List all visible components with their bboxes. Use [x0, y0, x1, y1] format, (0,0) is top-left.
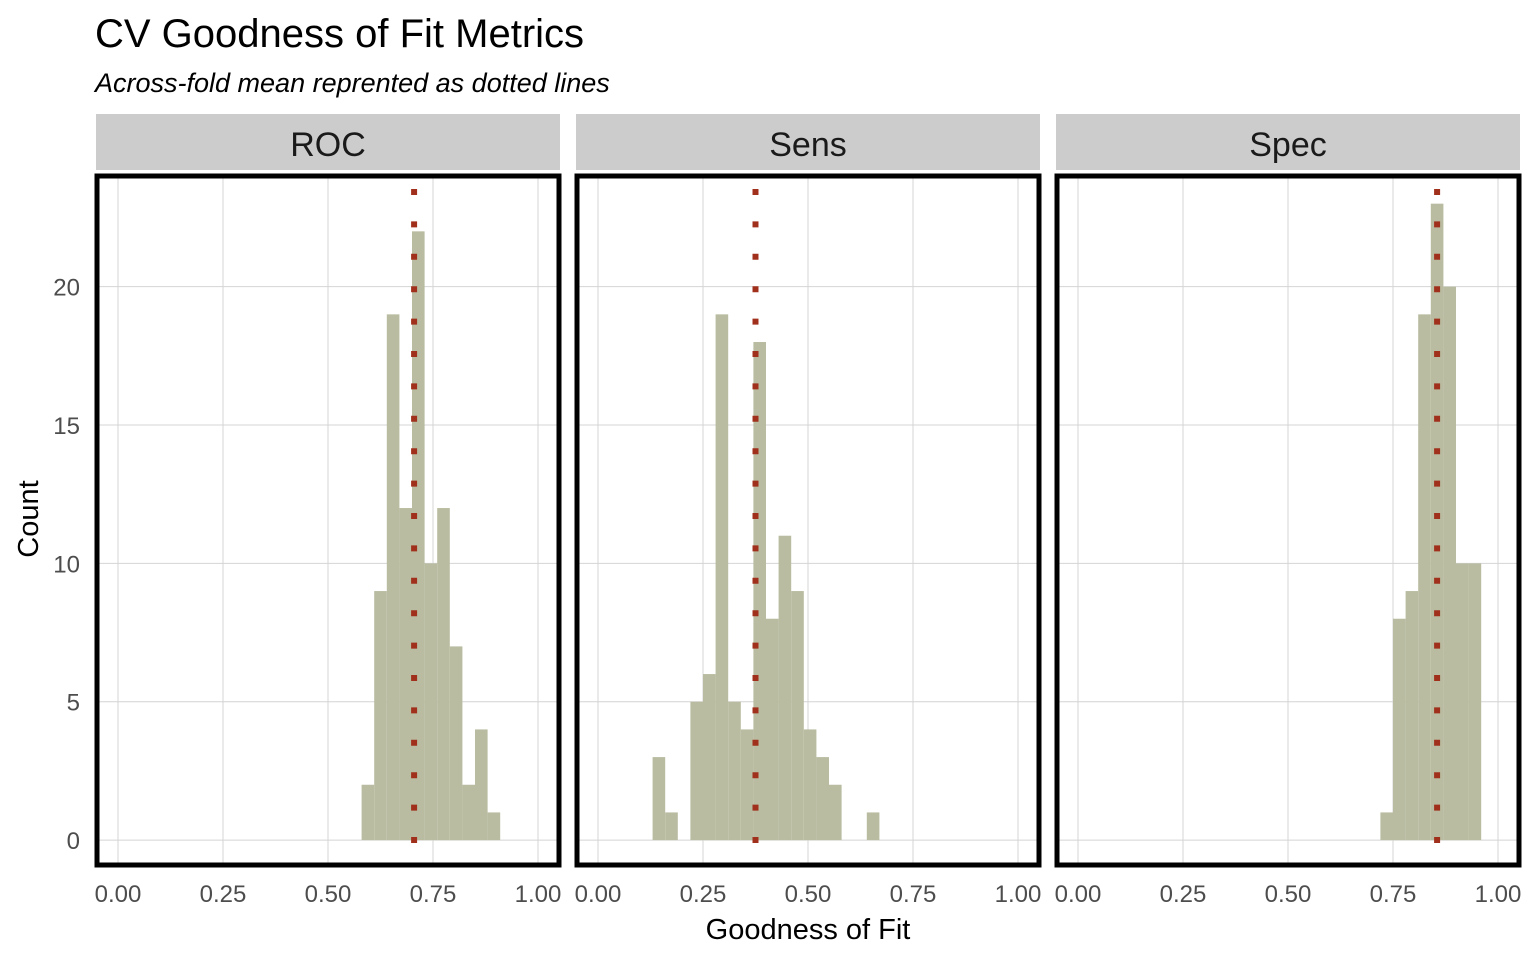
panel-frame: [1054, 173, 1522, 868]
facet-strip: [576, 114, 1040, 170]
x-tick-label: 0.50: [305, 881, 352, 908]
y-tick-label: 20: [53, 275, 80, 302]
histogram-bar: [424, 563, 438, 841]
histogram-bar: [1405, 591, 1419, 841]
histogram-bar: [1380, 812, 1393, 841]
panel-frame: [574, 173, 1042, 868]
histogram-bar: [715, 314, 729, 841]
histogram-bar: [1468, 563, 1482, 841]
x-tick-label: 0.75: [890, 881, 937, 908]
x-tick-label: 1.00: [995, 881, 1042, 908]
histogram-bar: [791, 591, 804, 841]
histogram-bar: [665, 812, 678, 841]
panel-frame: [94, 173, 562, 868]
y-axis-title: Count: [13, 480, 45, 557]
chart-title: CV Goodness of Fit Metrics: [95, 12, 584, 56]
histogram-bar: [386, 314, 400, 841]
histogram-bar: [399, 508, 412, 841]
histogram-bar: [740, 729, 754, 841]
histogram-bar: [778, 535, 792, 841]
y-tick-label: 10: [53, 551, 80, 578]
x-axis-title: Goodness of Fit: [706, 914, 911, 946]
x-tick-label: 0.50: [785, 881, 832, 908]
y-tick-label: 5: [67, 690, 80, 717]
facet-strip: [96, 114, 560, 170]
histogram-bar: [829, 784, 842, 841]
histogram-bar: [1418, 314, 1431, 841]
histogram-bar: [487, 812, 501, 841]
y-axis-ticks: 0 5 10 15 20: [53, 275, 80, 855]
histogram-bar: [803, 729, 817, 841]
histogram-bar: [361, 784, 375, 841]
x-tick-label: 1.00: [1475, 881, 1522, 908]
facet-panel-roc: ROC 0.00 0.25 0.50 0.75 1.00: [94, 114, 562, 908]
histogram-bar: [690, 701, 703, 841]
chart-subtitle: Across-fold mean reprented as dotted lin…: [93, 68, 610, 98]
x-tick-label: 0.00: [1055, 881, 1102, 908]
y-tick-label: 15: [53, 413, 80, 440]
histogram-bar: [449, 646, 463, 841]
histogram-bar: [866, 812, 880, 841]
facet-panel-spec: Spec 0.00 0.25 0.50 0.75 1.00: [1054, 114, 1522, 908]
histogram-bar: [1456, 563, 1469, 841]
x-tick-label: 1.00: [515, 881, 562, 908]
histogram-bar: [1430, 203, 1444, 841]
histogram-bar: [652, 757, 666, 841]
x-tick-label: 0.00: [575, 881, 622, 908]
histogram-bar: [728, 701, 741, 841]
histogram-bar: [816, 757, 829, 841]
histogram-bar: [475, 729, 488, 841]
histogram-bar: [753, 342, 766, 841]
histogram-bar: [703, 674, 716, 841]
y-tick-label: 0: [67, 828, 80, 855]
histogram-bar: [437, 508, 450, 841]
facet-panels: ROC 0.00 0.25 0.50 0.75 1.00 Sens 0.00 0.25 0.50 0…: [94, 114, 1522, 908]
histogram-bar: [1443, 286, 1456, 841]
x-tick-label: 0.75: [1370, 881, 1417, 908]
histogram-bar: [374, 591, 387, 841]
facet-strip-label: Sens: [769, 126, 847, 164]
facet-strip-label: ROC: [290, 126, 366, 164]
histogram-bar: [766, 618, 779, 841]
histogram-bar: [1393, 618, 1406, 841]
facet-strip: [1056, 114, 1520, 170]
x-tick-label: 0.00: [95, 881, 142, 908]
x-tick-label: 0.50: [1265, 881, 1312, 908]
histogram-bar: [462, 784, 475, 841]
x-tick-label: 0.25: [680, 881, 727, 908]
x-tick-label: 0.75: [410, 881, 457, 908]
x-tick-label: 0.25: [200, 881, 247, 908]
facet-panel-sens: Sens 0.00 0.25 0.50 0.75 1.00: [574, 114, 1042, 908]
facet-strip-label: Spec: [1249, 126, 1327, 164]
x-tick-label: 0.25: [1160, 881, 1207, 908]
